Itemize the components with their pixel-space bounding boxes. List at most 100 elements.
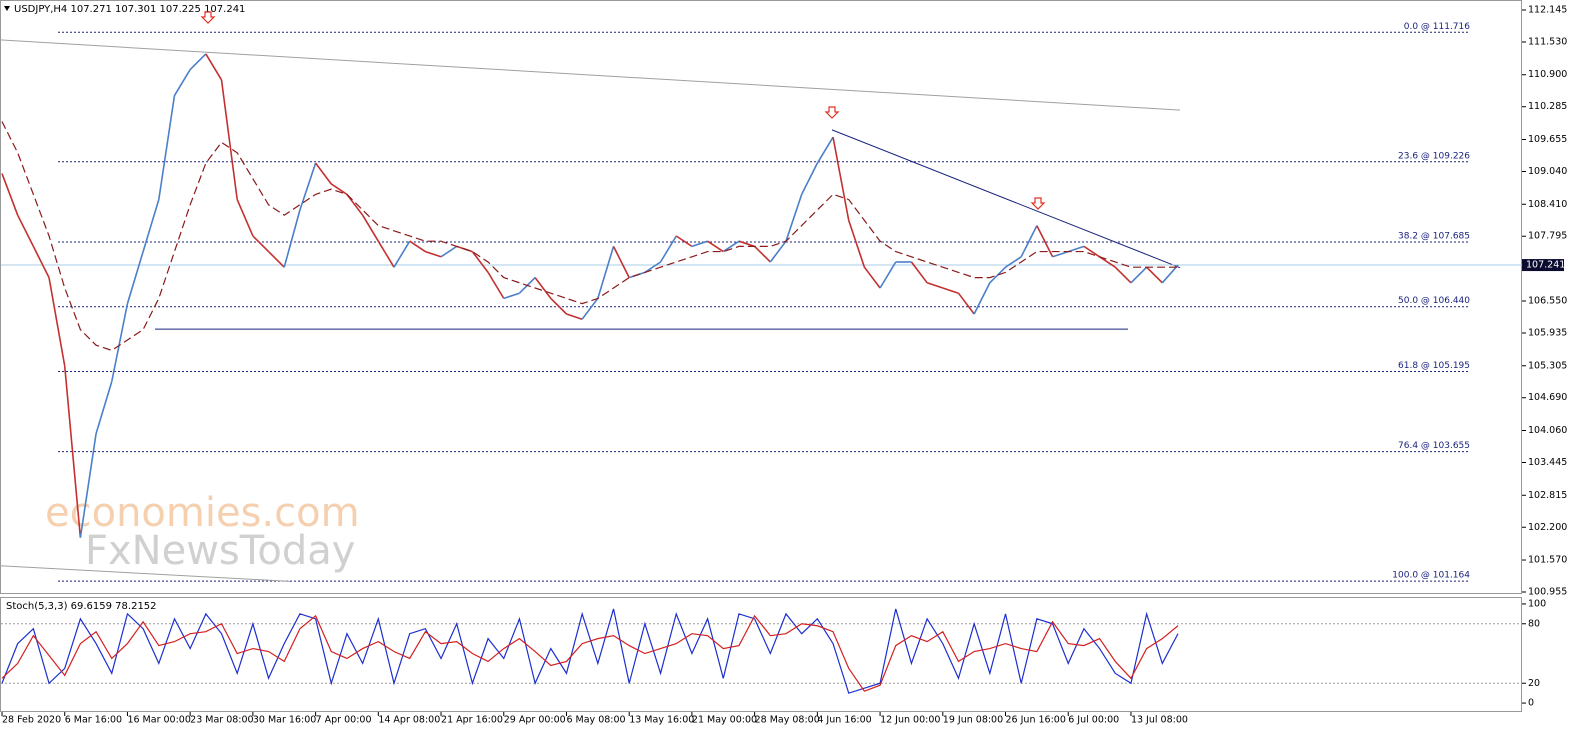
price-segment — [879, 261, 897, 289]
price-segment — [220, 79, 238, 200]
price-segment — [63, 365, 82, 538]
stoch-panel — [0, 597, 1522, 712]
y-tick-label: 100 — [1528, 598, 1546, 609]
price-segment — [236, 199, 254, 237]
x-tick-label: 30 Mar 16:00 — [253, 715, 316, 726]
y-tick-label: 100.955 — [1528, 587, 1567, 598]
x-tick-label: 16 Mar 00:00 — [127, 715, 190, 726]
peak-arrows — [200, 11, 1046, 210]
price-segment — [722, 240, 740, 253]
menu-triangle — [4, 6, 10, 11]
price-segment — [910, 261, 928, 284]
y-tick-label: 105.935 — [1528, 327, 1567, 338]
price-segment — [785, 194, 803, 242]
x-tick-label: 6 May 08:00 — [566, 715, 625, 726]
price-segment — [1, 173, 19, 216]
fib-label: 50.0 @ 106.440 — [1398, 296, 1470, 306]
price-segment — [361, 214, 380, 242]
stoch-line — [1, 608, 1179, 694]
y-tick-label: 80 — [1528, 618, 1540, 629]
price-segment — [79, 433, 97, 538]
arrow — [200, 11, 216, 24]
y-tick-label: 112.145 — [1528, 4, 1567, 15]
price-segment — [487, 271, 505, 299]
price-segment — [1114, 266, 1132, 284]
y-tick-label: 106.550 — [1528, 295, 1567, 306]
price-segment — [252, 235, 270, 253]
x-tick-label: 13 Jul 08:00 — [1131, 715, 1188, 726]
price-segment — [346, 193, 364, 216]
price-segment — [1161, 264, 1179, 284]
x-tick-label: 19 Jun 08:00 — [943, 715, 1003, 726]
y-tick-label: 103.445 — [1528, 457, 1567, 468]
y-tick-label: 109.655 — [1528, 134, 1567, 145]
fib-label: 0.0 @ 111.716 — [1404, 22, 1471, 32]
price-segment — [283, 209, 301, 268]
trendline — [0, 565, 291, 582]
x-tick-label: 21 Apr 16:00 — [441, 715, 503, 726]
price-segment — [550, 297, 568, 315]
price-segment — [1020, 225, 1038, 258]
chart-title: USDJPY,H4 107.271 107.301 107.225 107.24… — [14, 4, 245, 15]
price-segment — [1099, 256, 1116, 268]
price-segment — [644, 261, 662, 274]
price-segment — [173, 69, 191, 96]
last-price-label: 107.241 — [1526, 260, 1565, 271]
y-tick-label: 110.900 — [1528, 69, 1567, 80]
price-segment — [189, 53, 207, 71]
price-segment — [926, 282, 944, 289]
arrow — [1030, 197, 1046, 210]
y-tick-label: 102.815 — [1528, 490, 1567, 501]
y-tick-label: 0 — [1528, 698, 1534, 709]
x-tick-label: 6 Mar 16:00 — [65, 715, 122, 726]
stoch-title: Stoch(5,3,3) 69.6159 78.2152 — [6, 601, 157, 612]
y-tick-label: 108.410 — [1528, 199, 1567, 210]
price-segment — [832, 137, 850, 221]
moving-average — [1, 121, 1178, 352]
y-tick-label: 111.530 — [1528, 36, 1567, 47]
price-segment — [1067, 245, 1085, 253]
price-segment — [989, 266, 1007, 284]
price-segment — [32, 246, 50, 278]
y-tick-label: 102.200 — [1528, 522, 1567, 533]
y-tick-label: 104.060 — [1528, 425, 1567, 436]
price-segment — [1052, 250, 1069, 258]
y-tick-label: 20 — [1528, 678, 1540, 689]
stoch-line — [1, 614, 1179, 692]
price-segment — [957, 292, 975, 315]
price-segment — [267, 251, 285, 268]
price-segment — [1083, 245, 1101, 258]
price-segment — [691, 240, 708, 248]
price-segment — [1036, 225, 1054, 258]
price-segment — [95, 381, 113, 434]
price-segment — [707, 240, 724, 253]
price-segment — [800, 162, 819, 195]
price-segment — [675, 235, 693, 248]
last-price-box — [1522, 259, 1564, 272]
price-segment — [863, 266, 881, 289]
price-segment — [738, 240, 755, 248]
price-segment — [534, 277, 552, 299]
price-segment — [299, 162, 317, 211]
price-segment — [1146, 266, 1163, 284]
x-tick-label: 12 Jun 00:00 — [880, 715, 940, 726]
price-segment — [612, 246, 630, 278]
price-segment — [942, 287, 959, 294]
y-tick-label: 110.285 — [1528, 101, 1567, 112]
price-segment — [314, 162, 332, 185]
y-tick-label: 107.795 — [1528, 231, 1567, 242]
trendline — [831, 129, 1181, 269]
price-segment — [205, 53, 223, 81]
y-tick-label: 105.305 — [1528, 360, 1567, 371]
price-segment — [581, 297, 599, 320]
price-segment — [816, 136, 834, 164]
fib-label: 38.2 @ 107.685 — [1398, 231, 1470, 241]
price-segment — [330, 183, 348, 196]
y-tick-label: 109.040 — [1528, 166, 1567, 177]
fib-label: 23.6 @ 109.226 — [1398, 151, 1470, 161]
price-segment — [158, 95, 176, 200]
price-segment — [1005, 256, 1022, 268]
price-segment — [440, 245, 458, 258]
y-tick-label: 104.690 — [1528, 392, 1567, 403]
